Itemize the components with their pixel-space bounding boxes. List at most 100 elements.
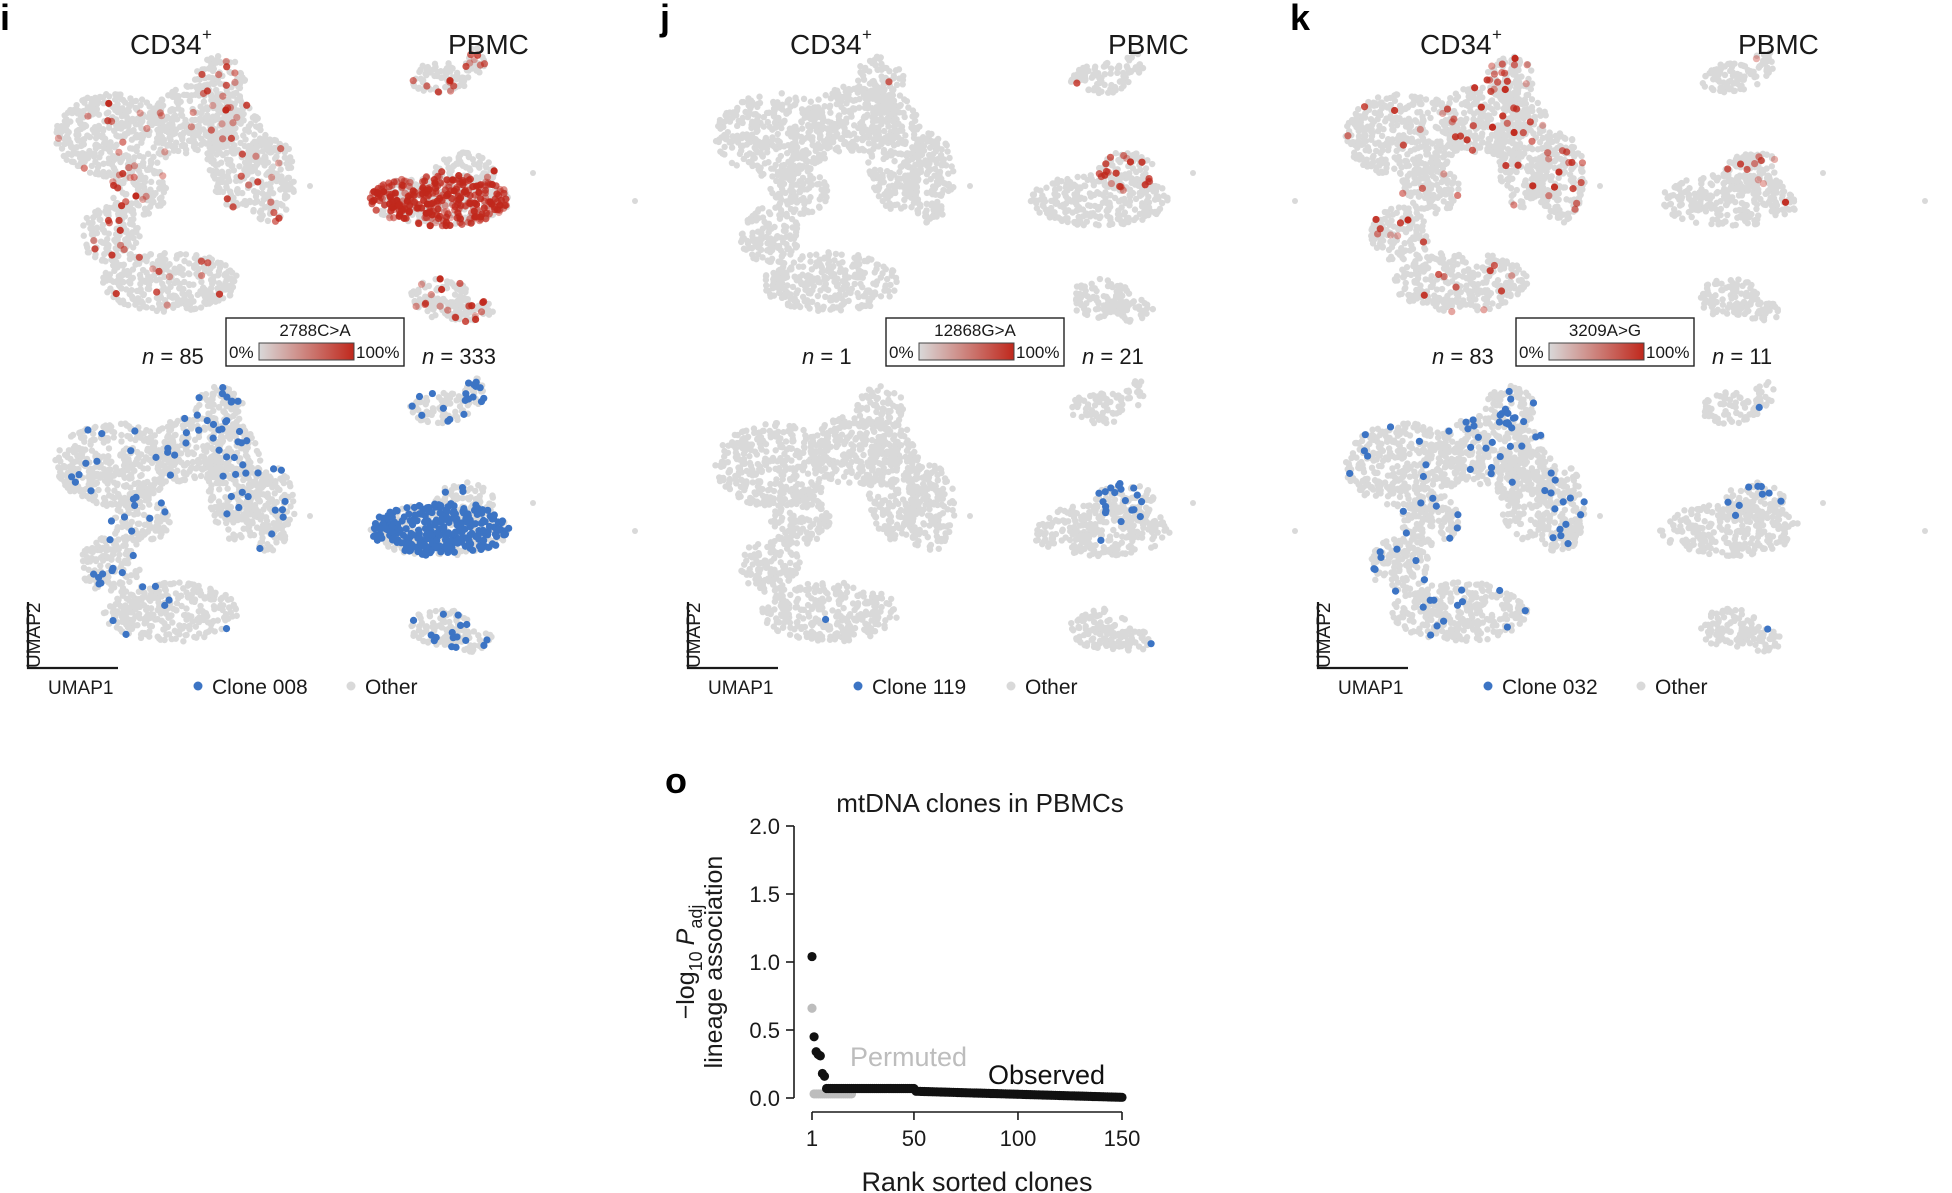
cell-point-other — [127, 572, 135, 579]
cell-point-mutated — [471, 191, 479, 199]
cell-point-other — [104, 554, 112, 561]
cell-point-other — [172, 139, 180, 146]
cell-point-other — [429, 619, 437, 627]
cell-point-other — [105, 93, 113, 100]
cell-point-other — [228, 163, 235, 170]
cell-point-other — [63, 121, 70, 129]
cell-point-other — [253, 447, 261, 455]
cell-point-mutated — [434, 199, 442, 207]
cell-point-other — [480, 484, 487, 492]
cell-point-mutated — [462, 62, 470, 71]
cell-point-other — [132, 605, 140, 612]
cell-point-other — [476, 492, 483, 500]
cell-point-other — [424, 418, 432, 426]
cell-point-other — [264, 492, 271, 500]
cell-point-other — [144, 150, 152, 158]
cell-point-other — [222, 127, 230, 134]
cell-point-mutated — [223, 195, 231, 203]
cell-point-other — [114, 133, 121, 140]
cell-point-clone — [98, 430, 106, 438]
cell-point-clone — [428, 389, 437, 398]
cell-point-other — [144, 528, 152, 535]
cell-point-other — [159, 102, 167, 109]
cell-point-other — [86, 112, 93, 120]
cell-point-other — [214, 53, 222, 60]
cell-point-other — [176, 251, 183, 258]
cell-point-other — [189, 618, 196, 625]
cell-point-other — [64, 453, 71, 461]
cell-point-mutated — [395, 201, 403, 209]
cell-point-clone — [242, 469, 250, 477]
cell-point-other — [105, 109, 112, 116]
cell-point-clone — [107, 517, 116, 525]
cell-point-other — [415, 611, 422, 618]
cell-point-other — [134, 201, 141, 208]
cell-point-other — [632, 528, 638, 534]
cell-point-mutated — [204, 259, 212, 267]
cell-point-other — [80, 232, 87, 239]
cell-point-other — [222, 460, 229, 468]
cell-point-mutated — [372, 206, 380, 214]
cell-point-other — [168, 635, 175, 643]
cell-point-clone — [195, 394, 203, 402]
cell-point-other — [145, 496, 152, 503]
cell-point-clone — [195, 426, 203, 434]
cell-point-other — [199, 466, 206, 473]
cell-point-clone — [219, 472, 227, 480]
cell-point-other — [134, 460, 141, 468]
cell-point-other — [127, 207, 135, 215]
cell-point-mutated — [189, 108, 197, 117]
cell-point-other — [186, 97, 194, 105]
cell-point-other — [240, 476, 247, 484]
cell-point-other — [123, 482, 130, 489]
cell-point-clone — [223, 453, 231, 461]
cell-point-other — [214, 617, 221, 624]
cell-point-clone — [131, 501, 139, 510]
cell-point-other — [173, 607, 180, 614]
cell-point-mutated — [414, 205, 422, 213]
cell-point-other — [233, 612, 240, 619]
cell-point-other — [183, 631, 190, 639]
cell-point-other — [110, 127, 118, 135]
cell-point-other — [131, 467, 138, 474]
cell-point-other — [208, 93, 215, 100]
cell-point-mutated — [254, 178, 262, 186]
cell-point-mutated — [104, 117, 112, 125]
cell-point-clone — [129, 551, 137, 560]
cell-point-other — [191, 596, 199, 603]
cell-point-other — [424, 638, 432, 645]
cell-point-mutated — [116, 226, 124, 234]
cell-point-clone — [279, 513, 287, 521]
cell-point-other — [451, 291, 459, 298]
cell-point-other — [258, 530, 266, 537]
cell-point-other — [156, 426, 163, 434]
cell-point-other — [255, 137, 263, 144]
cell-point-other — [118, 155, 126, 163]
cell-point-other — [155, 111, 163, 119]
cell-point-other — [286, 154, 294, 161]
cell-point-other — [115, 210, 122, 218]
cell-point-other — [86, 147, 93, 155]
cell-point-other — [422, 70, 429, 78]
cell-point-other — [61, 135, 68, 143]
cell-point-clone — [139, 583, 147, 591]
cell-point-mutated — [229, 203, 237, 211]
cell-point-mutated — [456, 181, 464, 189]
cell-point-other — [186, 626, 193, 633]
cell-point-mutated — [390, 214, 398, 222]
cell-point-clone — [439, 610, 447, 618]
cell-point-other — [200, 616, 207, 624]
cell-point-other — [107, 171, 115, 179]
cell-point-mutated — [412, 302, 420, 310]
cell-point-other — [161, 257, 168, 265]
cell-point-other — [116, 551, 123, 558]
cell-point-clone — [146, 514, 154, 522]
cell-point-clone — [406, 517, 414, 525]
cell-point-other — [182, 251, 190, 258]
cell-point-other — [233, 272, 240, 279]
cell-point-clone — [75, 471, 83, 479]
cell-point-mutated — [410, 191, 418, 200]
cell-point-other — [215, 180, 222, 187]
cell-point-other — [182, 298, 189, 305]
cell-point-other — [166, 134, 173, 141]
